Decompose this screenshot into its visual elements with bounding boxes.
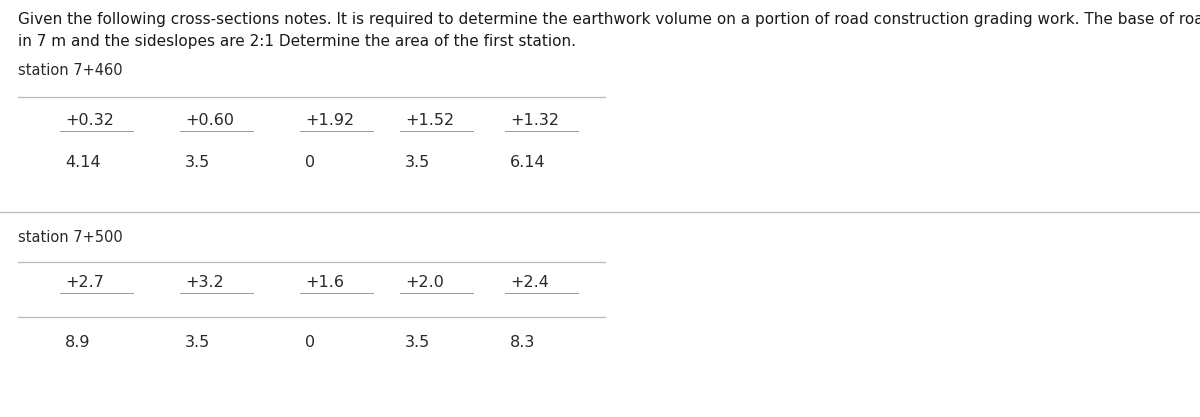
Text: 8.9: 8.9	[65, 335, 90, 350]
Text: 0: 0	[305, 335, 316, 350]
Text: +2.0: +2.0	[404, 275, 444, 290]
Text: 6.14: 6.14	[510, 155, 546, 170]
Text: 8.3: 8.3	[510, 335, 535, 350]
Text: +1.32: +1.32	[510, 113, 559, 128]
Text: station 7+500: station 7+500	[18, 230, 122, 245]
Text: +1.6: +1.6	[305, 275, 344, 290]
Text: +1.92: +1.92	[305, 113, 354, 128]
Text: +0.60: +0.60	[185, 113, 234, 128]
Text: +2.7: +2.7	[65, 275, 104, 290]
Text: 0: 0	[305, 155, 316, 170]
Text: +2.4: +2.4	[510, 275, 548, 290]
Text: 3.5: 3.5	[185, 335, 210, 350]
Text: station 7+460: station 7+460	[18, 63, 122, 78]
Text: 3.5: 3.5	[404, 155, 431, 170]
Text: 3.5: 3.5	[185, 155, 210, 170]
Text: 3.5: 3.5	[404, 335, 431, 350]
Text: +1.52: +1.52	[404, 113, 454, 128]
Text: 4.14: 4.14	[65, 155, 101, 170]
Text: +0.32: +0.32	[65, 113, 114, 128]
Text: +3.2: +3.2	[185, 275, 223, 290]
Text: Given the following cross-sections notes. It is required to determine the earthw: Given the following cross-sections notes…	[18, 12, 1200, 49]
